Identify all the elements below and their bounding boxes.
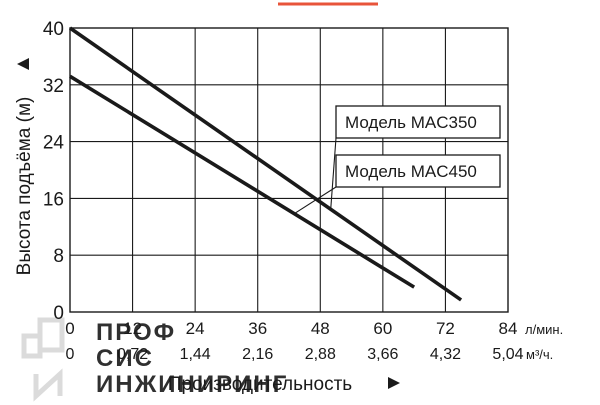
x-tick-label-lpm: 72 <box>436 319 455 338</box>
legend-box <box>335 154 501 188</box>
series-line-2 <box>69 74 416 289</box>
x-tick-label-m3h: 2,88 <box>305 346 336 363</box>
x-tick-label-lpm: 60 <box>373 319 392 338</box>
x-tick-label-m3h: 0,72 <box>117 346 148 363</box>
y-axis-title: Высота подъёма (м) <box>14 97 35 276</box>
x-tick-label-m3h: 4,32 <box>430 346 461 363</box>
y-tick-label: 32 <box>43 76 64 97</box>
watermark-logo: ПРОФ СИС ИНЖИНИРИНГ <box>21 317 288 402</box>
x-tick-label-m3h: 3,66 <box>367 346 398 363</box>
x-tick-label-lpm: 0 <box>65 319 74 338</box>
y-tick-label: 16 <box>43 189 64 210</box>
x-tick-label-lpm: 36 <box>248 319 267 338</box>
y-tick-label: 40 <box>43 19 64 40</box>
y-axis-arrow-icon <box>17 58 29 70</box>
x-tick-label-m3h: 0 <box>66 346 75 363</box>
x-unit-lpm: л/мин. <box>525 322 563 337</box>
x-tick-label-m3h: 5,04 <box>492 346 523 363</box>
x-unit-m3h: м³/ч. <box>526 347 553 362</box>
y-tick-label: 8 <box>53 246 64 267</box>
series-line-1 <box>68 26 463 302</box>
x-tick-label-m3h: 1,44 <box>180 346 211 363</box>
legend-box <box>335 105 501 139</box>
svg-text:ПРОФ: ПРОФ <box>96 319 176 346</box>
legend-leader-line <box>330 137 337 210</box>
plot-frame <box>69 27 509 313</box>
svg-text:СИС: СИС <box>96 345 154 372</box>
x-tick-label-m3h: 2,16 <box>242 346 273 363</box>
y-tick-label: 24 <box>43 133 65 154</box>
x-tick-label-lpm: 48 <box>311 319 330 338</box>
legend-label: Модель MAC450 <box>345 162 477 181</box>
legend-label: Модель MAC350 <box>345 113 477 132</box>
x-axis-arrow-icon <box>388 377 400 389</box>
y-tick-label: 0 <box>53 303 64 324</box>
x-tick-label-lpm: 24 <box>186 319 205 338</box>
legend-leader-line <box>293 186 337 215</box>
svg-text:ИНЖИНИРИНГ: ИНЖИНИРИНГ <box>96 371 288 398</box>
x-tick-label-lpm: 84 <box>499 319 518 338</box>
x-axis-title: Производительность <box>168 374 353 395</box>
x-tick-label-lpm: 12 <box>123 319 142 338</box>
